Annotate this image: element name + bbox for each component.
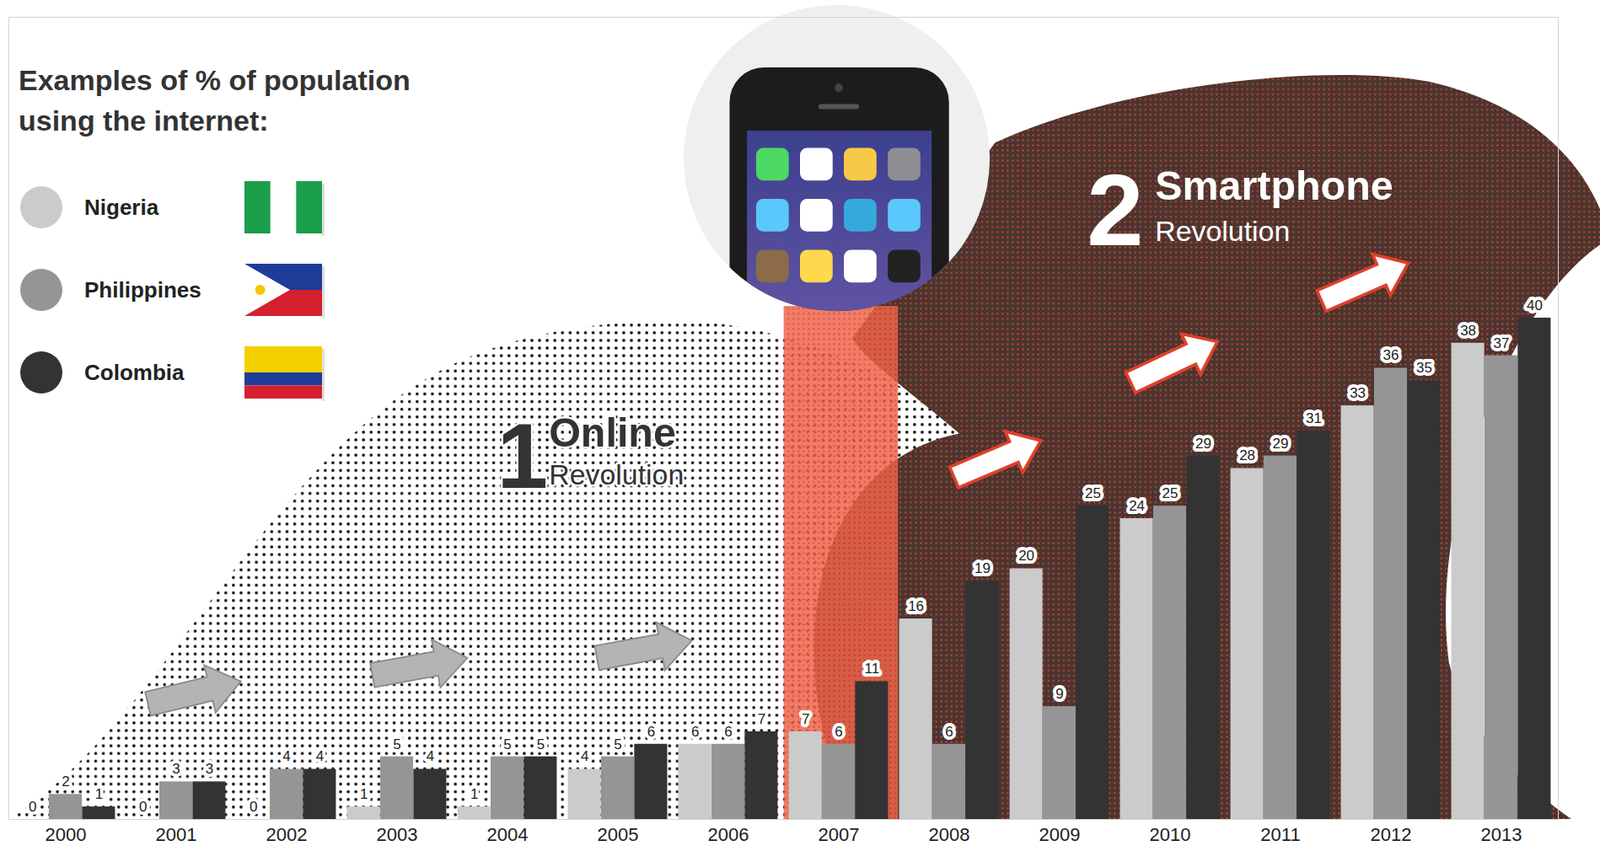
svg-text:1: 1 [95,786,103,803]
svg-text:4: 4 [580,748,589,765]
svg-text:33: 33 [1349,385,1366,402]
svg-text:Revolution: Revolution [548,458,684,491]
svg-text:31: 31 [1305,410,1322,427]
svg-text:40: 40 [1526,297,1543,314]
svg-text:2: 2 [61,773,70,790]
svg-text:5: 5 [613,736,622,753]
svg-text:7: 7 [757,711,766,728]
svg-text:3: 3 [205,761,214,778]
svg-text:38: 38 [1460,322,1477,339]
svg-text:4: 4 [316,748,324,765]
svg-text:4: 4 [426,748,435,765]
svg-text:2: 2 [1086,152,1144,268]
svg-text:4: 4 [282,748,290,765]
svg-text:7: 7 [801,711,810,728]
svg-text:5: 5 [503,736,511,753]
svg-text:2005: 2005 [597,824,639,846]
svg-text:2010: 2010 [1149,824,1192,846]
svg-text:2003: 2003 [376,824,419,846]
svg-text:0: 0 [249,799,258,816]
svg-text:6: 6 [647,724,656,741]
svg-text:1: 1 [496,404,548,508]
svg-text:2007: 2007 [818,824,860,846]
svg-text:1: 1 [359,786,368,803]
html-text:Nigeria: Nigeria [84,194,159,221]
svg-text:2013: 2013 [1481,824,1523,846]
svg-text:5: 5 [536,736,545,753]
svg-text:11: 11 [864,660,881,677]
svg-text:6: 6 [724,724,732,741]
svg-text:2002: 2002 [266,824,308,846]
svg-text:6: 6 [691,724,699,741]
svg-text:28: 28 [1239,447,1256,464]
svg-text:Smartphone: Smartphone [1154,162,1393,209]
svg-text:35: 35 [1416,359,1433,376]
svg-text:9: 9 [1055,686,1064,703]
svg-text:2000: 2000 [45,824,87,846]
svg-text:16: 16 [907,598,924,615]
svg-text:29: 29 [1272,435,1289,452]
svg-text:0: 0 [139,799,147,816]
svg-text:20: 20 [1018,547,1035,564]
svg-text:2012: 2012 [1370,824,1413,846]
svg-text:6: 6 [944,724,953,741]
html-text:Examples of % of population us: Examples of % of population using the in… [18,64,411,137]
svg-text:2011: 2011 [1260,824,1300,846]
svg-text:36: 36 [1383,347,1400,364]
svg-text:2006: 2006 [708,824,750,846]
svg-text:3: 3 [171,761,180,778]
html-text:Philippines: Philippines [84,277,202,303]
svg-text:5: 5 [392,736,401,753]
svg-text:Online: Online [548,409,677,456]
svg-text:24: 24 [1128,498,1145,515]
svg-text:2001: 2001 [155,824,198,846]
svg-text:19: 19 [974,560,991,577]
svg-text:2004: 2004 [487,824,529,846]
html-text:Colombia: Colombia [84,359,185,386]
svg-text:37: 37 [1493,335,1510,352]
svg-text:0: 0 [28,799,37,816]
svg-text:2008: 2008 [928,824,971,846]
svg-text:29: 29 [1195,435,1212,452]
svg-text:25: 25 [1162,485,1179,502]
svg-text:1: 1 [470,786,478,803]
svg-text:2009: 2009 [1039,824,1081,846]
svg-text:25: 25 [1084,485,1101,502]
svg-text:6: 6 [834,724,843,741]
svg-text:Revolution: Revolution [1154,214,1290,247]
